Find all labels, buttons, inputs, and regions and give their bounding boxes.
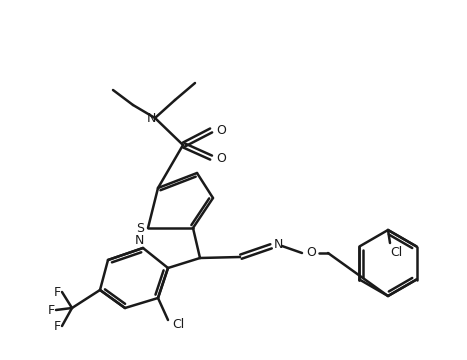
Text: O: O — [216, 152, 226, 165]
Text: O: O — [216, 123, 226, 136]
Text: N: N — [273, 238, 283, 251]
Text: N: N — [146, 112, 156, 125]
Text: O: O — [306, 247, 316, 260]
Text: Cl: Cl — [172, 319, 184, 332]
Text: F: F — [48, 303, 55, 316]
Text: F: F — [53, 285, 61, 298]
Text: F: F — [53, 320, 61, 333]
Text: S: S — [136, 221, 144, 234]
Text: N: N — [134, 234, 144, 248]
Text: Cl: Cl — [390, 246, 402, 258]
